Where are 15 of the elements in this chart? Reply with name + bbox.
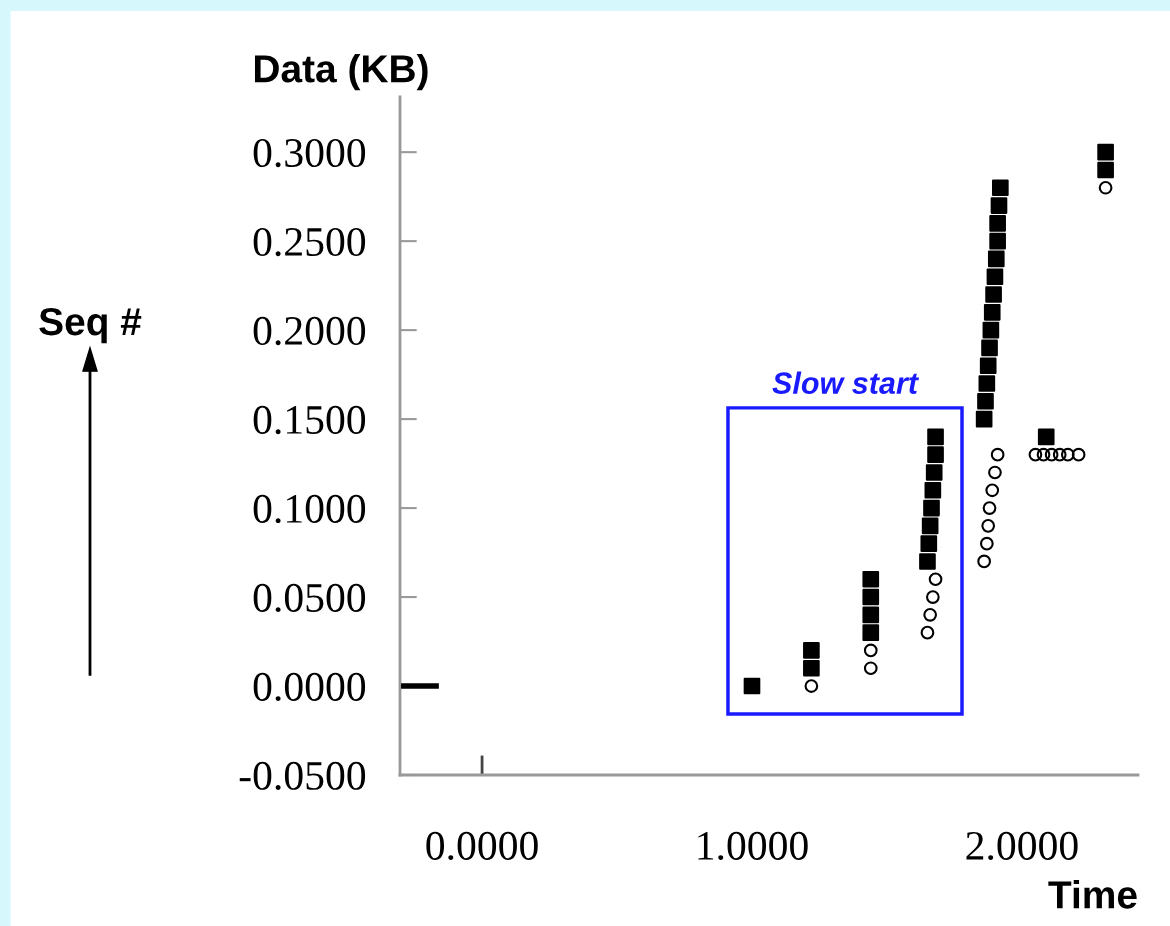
- y-tick-label: 0.2500: [253, 227, 366, 257]
- y-tick-label: 0.2000: [253, 316, 366, 346]
- y-tick-label: 0.0500: [253, 583, 366, 613]
- y-tick-label: -0.0500: [239, 761, 366, 791]
- y-tick-label: 0.0000: [253, 672, 366, 702]
- x-tick-label: 0.0000: [426, 831, 538, 861]
- y-axis-title: Data (KB): [254, 53, 428, 91]
- y-tick-label: 0.3000: [253, 138, 366, 168]
- x-tick-label: 2.0000: [966, 831, 1078, 861]
- x-tick-label: 1.0000: [698, 831, 808, 861]
- text: Seq #: [39, 307, 142, 344]
- annotation: Slow start: [772, 371, 920, 394]
- x-axis-title: Time: [1048, 880, 1137, 909]
- y-tick-label: 0.1500: [253, 405, 366, 435]
- y-tick-label: 0.1000: [253, 494, 366, 524]
